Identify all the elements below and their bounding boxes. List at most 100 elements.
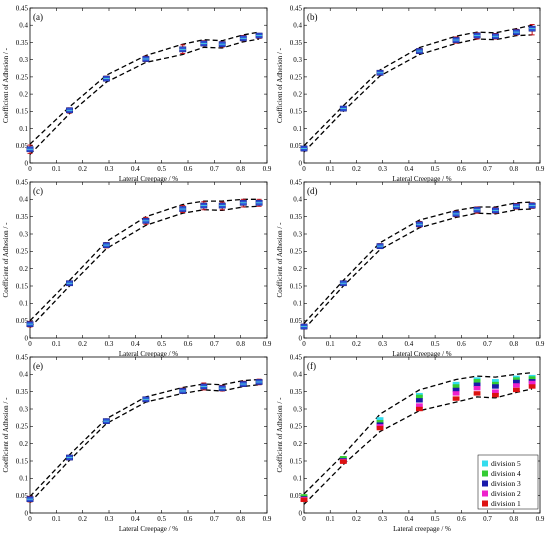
y-tick-label: 0.25: [16, 423, 29, 431]
x-tick-label: 0.3: [105, 165, 114, 173]
upper-envelope-line: [303, 371, 533, 495]
x-axis-label: Lateral Creepage / %: [392, 175, 451, 183]
y-tick-label: 0.15: [290, 282, 303, 290]
data-point-group: [239, 35, 247, 42]
division-point: [415, 394, 423, 400]
x-tick-label: 0.6: [457, 165, 466, 173]
division-point: [513, 377, 520, 382]
y-tick-label: 0.25: [16, 73, 29, 81]
plot-frame: [303, 7, 541, 164]
data-point-group: [415, 48, 423, 54]
x-tick-label: 0.8: [509, 515, 518, 523]
x-tick-label: 0.8: [236, 165, 245, 173]
division-point: [415, 398, 423, 403]
data-point-group: [376, 69, 384, 76]
x-tick-label: 0.3: [105, 515, 114, 523]
y-tick-label: 0.1: [19, 475, 28, 483]
y-tick-label: 0.4: [293, 196, 302, 204]
y-tick-label: 0.25: [16, 248, 29, 256]
data-point-group: [491, 32, 499, 40]
data-point-group: [255, 32, 263, 39]
lower-envelope-line: [303, 388, 533, 505]
x-tick-label: 0.2: [78, 515, 87, 523]
division-point: [492, 384, 499, 389]
data-point-group: [376, 243, 384, 250]
x-tick-label: 0: [302, 515, 306, 523]
legend-swatch: [482, 490, 488, 497]
lower-envelope-line: [303, 208, 533, 330]
data-point-group: [339, 105, 347, 112]
x-tick-label: 0.3: [378, 515, 387, 523]
y-tick-label: 0.2: [293, 91, 302, 99]
y-tick-label: 0.05: [16, 317, 29, 325]
y-tick-label: 0.05: [290, 317, 303, 325]
y-tick-label: 0: [25, 509, 29, 517]
y-tick-label: 0.1: [19, 125, 28, 133]
plot-frame: [303, 356, 541, 514]
x-tick-label: 0.4: [131, 165, 140, 173]
data-point-group: [66, 280, 73, 287]
y-tick-label: 0.35: [290, 39, 303, 47]
division-point: [452, 381, 460, 387]
y-tick-label: 0.3: [293, 56, 302, 64]
y-tick-label: 0.3: [19, 56, 28, 64]
legend-swatch: [482, 460, 488, 467]
x-tick-label: 0.4: [405, 165, 414, 173]
y-tick-label: 0.35: [290, 388, 303, 396]
data-point-group: [218, 201, 226, 211]
division-point: [452, 391, 460, 396]
division-point: [415, 406, 423, 412]
data-point-group: [300, 323, 308, 330]
data-point-group: [66, 107, 73, 114]
upper-envelope-line: [303, 24, 533, 147]
data-point-group: [142, 216, 150, 225]
x-axis-label: Lateral Creepage / %: [119, 175, 178, 183]
x-tick-label: 0.6: [457, 515, 466, 523]
x-tick-label: 0.9: [536, 515, 545, 523]
division-point: [528, 376, 536, 381]
y-axis-label: Coefficient of Adhesion / -: [2, 222, 10, 298]
y-tick-label: 0: [25, 159, 29, 167]
data-point-group: [255, 198, 263, 207]
x-axis-label: Lateral Creepage / %: [119, 525, 178, 533]
legend-label: division 4: [491, 469, 521, 478]
data-point-group: [528, 24, 536, 36]
y-axis-label: Coefficient of Adhesion / -: [276, 47, 284, 123]
data-point-group: [512, 28, 520, 36]
x-tick-label: 0.4: [131, 515, 140, 523]
x-tick-label: 0: [28, 340, 32, 348]
panel-b: 0 0.1 0.2 0.3 0.4 0.5 0.6 0.7 0.8 0.9 0 0.05 0.1 0.15…: [276, 4, 545, 183]
panel-f: 0 0.1 0.2 0.3 0.4 0.5 0.6 0.7 0.8 0.9 0 0.05 0.1 0.15…: [276, 353, 545, 533]
data-point-group: [218, 41, 226, 48]
x-tick-label: 0.6: [184, 515, 193, 523]
panel-label: (a): [33, 12, 43, 22]
data-point-group: [26, 320, 34, 328]
data-point-group: [528, 202, 536, 209]
upper-envelope-line: [29, 378, 260, 497]
y-tick-label: 0.45: [290, 4, 303, 12]
plot-frame: [29, 181, 268, 339]
x-tick-label: 0.8: [236, 515, 245, 523]
x-tick-label: 0.4: [131, 340, 140, 348]
data-point-group: [102, 242, 110, 249]
y-tick-label: 0.3: [293, 230, 302, 238]
y-axis-label: Coefficient of Adhesion / -: [2, 397, 10, 473]
legend-swatch: [482, 480, 488, 487]
data-point-group: [200, 201, 208, 211]
x-tick-label: 0.8: [509, 340, 518, 348]
data-point-group: [491, 207, 499, 214]
x-tick-label: 0.5: [431, 515, 440, 523]
division-point: [452, 387, 460, 393]
division-point: [513, 379, 520, 385]
division-point: [376, 419, 384, 425]
data-point-group: [142, 396, 150, 403]
y-tick-label: 0.4: [19, 196, 28, 204]
data-point-group: [179, 205, 187, 214]
division-point: [528, 384, 536, 389]
x-tick-label: 0.1: [326, 515, 335, 523]
y-tick-label: 0.1: [293, 300, 302, 308]
x-tick-label: 0.7: [210, 165, 219, 173]
y-tick-label: 0.05: [16, 142, 29, 150]
